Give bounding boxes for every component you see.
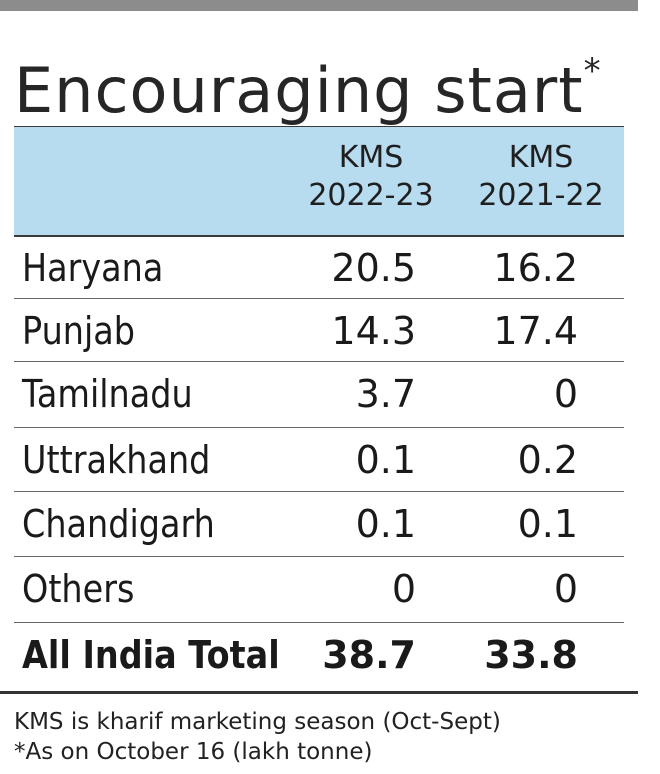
column-header-kms-2021-22: KMS 2021-22 xyxy=(451,139,631,215)
top-accent-bar xyxy=(0,0,638,11)
table-row-haryana: Haryana 20.5 16.2 xyxy=(14,236,624,300)
value-kms-2022-23: 0 xyxy=(391,567,416,611)
table-row-uttrakhand: Uttrakhand 0.1 0.2 xyxy=(14,428,624,492)
chart-title-text: Encouraging start xyxy=(14,53,584,127)
value-kms-2021-22: 17.4 xyxy=(493,309,578,353)
column-header-band xyxy=(14,127,624,235)
value-kms-2022-23: 20.5 xyxy=(331,246,416,290)
value-kms-2022-23: 14.3 xyxy=(331,309,416,353)
table-row-tamilnadu: Tamilnadu 3.7 0 xyxy=(14,362,624,426)
column-header-line2: 2021-22 xyxy=(478,178,604,213)
row-label: Punjab xyxy=(22,309,135,353)
row-label: Haryana xyxy=(22,246,164,290)
table-row-all-india-total: All India Total 38.7 33.8 xyxy=(14,623,624,687)
row-divider xyxy=(14,491,624,492)
chart-title: Encouraging start* xyxy=(14,54,602,122)
title-footnote-marker: * xyxy=(583,50,602,91)
row-label: Tamilnadu xyxy=(22,372,193,416)
value-kms-2022-23: 0.1 xyxy=(355,438,416,482)
row-divider xyxy=(14,298,624,299)
table-row-chandigarh: Chandigarh 0.1 0.1 xyxy=(14,492,624,556)
row-label: Uttrakhand xyxy=(22,438,211,482)
value-kms-2022-23: 38.7 xyxy=(322,633,416,677)
value-kms-2021-22: 0.1 xyxy=(517,502,578,546)
header-bottom-rule xyxy=(14,235,624,237)
row-label: Others xyxy=(22,567,135,611)
row-label: All India Total xyxy=(22,633,280,677)
row-divider xyxy=(14,361,624,362)
column-header-kms-2022-23: KMS 2022-23 xyxy=(281,139,461,215)
value-kms-2021-22: 16.2 xyxy=(493,246,578,290)
row-divider xyxy=(14,427,624,428)
table-row-others: Others 0 0 xyxy=(14,557,624,621)
column-header-line2: 2022-23 xyxy=(308,178,434,213)
value-kms-2021-22: 0 xyxy=(553,372,578,416)
value-kms-2022-23: 0.1 xyxy=(355,502,416,546)
row-divider xyxy=(14,556,624,557)
column-header-line1: KMS xyxy=(338,140,404,175)
table-bottom-rule xyxy=(0,691,638,694)
footnote-kms-definition: KMS is kharif marketing season (Oct-Sept… xyxy=(14,709,501,735)
footnote-date-unit: *As on October 16 (lakh tonne) xyxy=(14,739,373,765)
value-kms-2021-22: 0.2 xyxy=(517,438,578,482)
row-label: Chandigarh xyxy=(22,502,215,546)
row-divider xyxy=(14,622,624,623)
value-kms-2021-22: 33.8 xyxy=(484,633,578,677)
value-kms-2022-23: 3.7 xyxy=(355,372,416,416)
table-row-punjab: Punjab 14.3 17.4 xyxy=(14,299,624,363)
value-kms-2021-22: 0 xyxy=(553,567,578,611)
column-header-line1: KMS xyxy=(508,140,574,175)
